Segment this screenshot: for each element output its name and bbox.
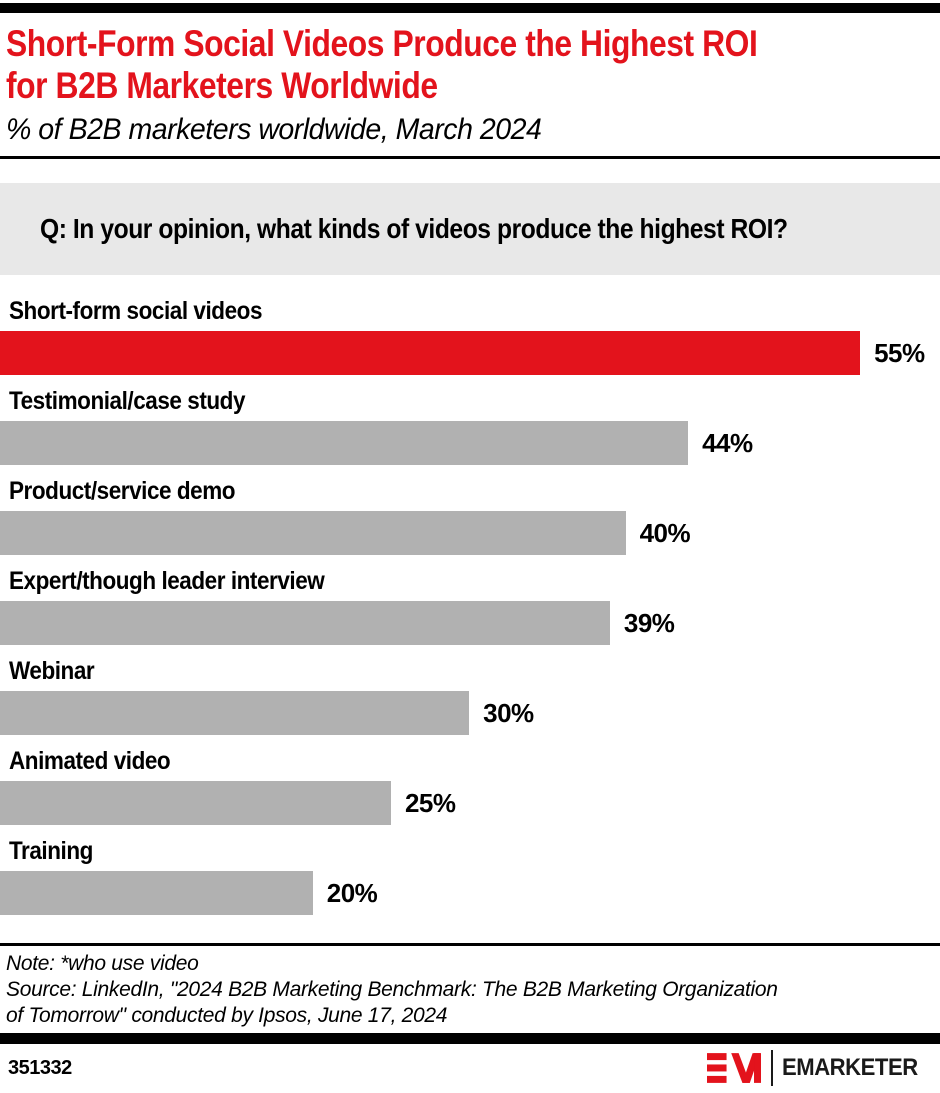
bar-track: 39% [0,601,940,645]
em-logo-icon [707,1053,762,1083]
bar-row: Short-form social videos 55% [0,298,940,375]
bar-row: Product/service demo 40% [0,478,940,555]
bar-value: 20% [326,877,378,908]
bar-track: 30% [0,691,940,735]
top-black-bar [0,3,940,13]
bar-row: Expert/though leader interview 39% [0,568,940,645]
bar-chart: Short-form social videos 55% Testimonial… [0,298,940,915]
bar-label: Animated video [9,747,171,775]
bar-row: Animated video 25% [0,748,940,825]
page-title-line-1: Short-Form Social Videos Produce the Hig… [6,23,758,64]
bar-track: 40% [0,511,940,555]
bar [0,781,391,825]
chart-number: 351332 [8,1056,72,1079]
bar-track: 25% [0,781,940,825]
bar [0,871,313,915]
bar-value: 39% [623,607,675,638]
bar-value: 44% [702,427,753,458]
page-title: Short-Form Social Videos Produce the Hig… [6,23,932,107]
header-divider [0,156,940,159]
note-text: Note: *who use video [6,952,199,975]
bar [0,421,689,465]
footer-black-bar [0,1033,940,1044]
bar-label: Testimonial/case study [9,387,246,415]
question-banner: Q: In your opinion, what kinds of videos… [0,183,940,275]
page-title-line-2: for B2B Marketers Worldwide [6,65,438,106]
bar-row: Testimonial/case study 44% [0,388,940,465]
bar [0,601,610,645]
bar-track: 20% [0,871,940,915]
bar-label: Webinar [9,657,95,685]
bar-label: Expert/though leader interview [9,567,325,595]
source-text-line-1: Source: LinkedIn, "2024 B2B Marketing Be… [6,978,778,1001]
bar-value: 40% [639,517,691,548]
notes: Note: *who use video Source: LinkedIn, "… [0,946,940,1029]
bar-track: 55% [0,331,940,375]
chart-header: Short-Form Social Videos Produce the Hig… [0,13,940,148]
bar-row: Training 20% [0,838,940,915]
bar-value: 55% [874,337,925,368]
bar-label: Product/service demo [9,477,236,505]
bar-value: 25% [404,787,456,818]
bar-label: Short-form social videos [9,297,263,325]
page-subtitle: % of B2B marketers worldwide, March 2024 [6,113,542,146]
logo-text: EMARKETER [782,1054,919,1081]
notes-divider [0,943,940,946]
source-text-line-2: of Tomorrow" conducted by Ipsos, June 17… [6,1004,448,1027]
footer: 351332 EMARKETER [0,1044,940,1092]
bar [0,511,626,555]
question-text: Q: In your opinion, what kinds of videos… [40,213,788,244]
logo-divider [771,1050,774,1086]
emarketer-logo: EMARKETER [707,1050,930,1086]
bar [0,331,861,375]
bar-track: 44% [0,421,940,465]
bar-row: Webinar 30% [0,658,940,735]
bar [0,691,470,735]
bar-label: Training [9,837,93,865]
bar-value: 30% [483,697,534,728]
